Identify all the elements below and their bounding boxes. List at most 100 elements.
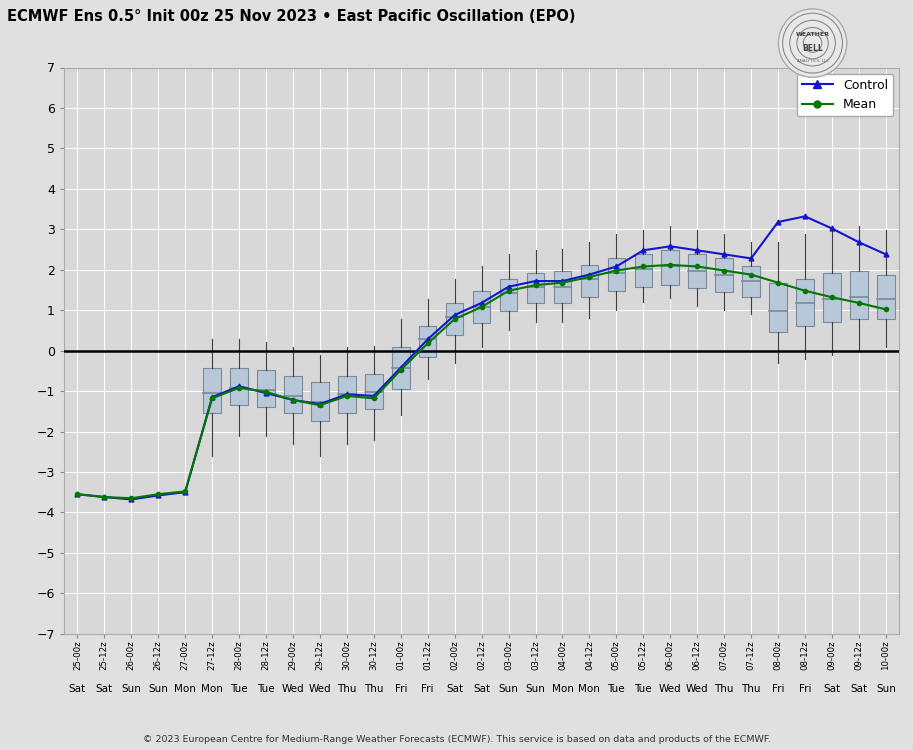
Text: Sat: Sat (850, 684, 867, 694)
Mean (826, 292, 837, 302)
Text: Wed: Wed (686, 684, 708, 694)
Mean (422, 339, 433, 348)
Text: Fri: Fri (799, 684, 812, 694)
Text: Wed: Wed (659, 684, 682, 694)
Bar (742, 266, 760, 297)
Control (72, 490, 83, 499)
Legend: Control, Mean: Control, Mean (797, 74, 893, 116)
Bar (850, 271, 867, 319)
Control (288, 395, 299, 404)
Text: 27-12z: 27-12z (207, 640, 216, 670)
Mean (152, 490, 163, 499)
Text: 29-12z: 29-12z (315, 640, 324, 670)
Bar (553, 271, 572, 303)
Text: Sat: Sat (824, 684, 841, 694)
Control (99, 493, 110, 502)
Bar (365, 374, 383, 410)
Bar (716, 259, 733, 292)
Text: Sun: Sun (876, 684, 896, 694)
Bar (581, 265, 598, 297)
Text: Fri: Fri (394, 684, 407, 694)
Text: Sat: Sat (96, 684, 113, 694)
Control (854, 238, 865, 247)
Text: Mon: Mon (201, 684, 223, 694)
Text: 29-00z: 29-00z (289, 640, 298, 670)
Bar (688, 254, 706, 288)
Control (880, 250, 891, 259)
Mean (180, 487, 191, 496)
Text: Tue: Tue (635, 684, 652, 694)
Text: Thu: Thu (714, 684, 734, 694)
Line: Mean: Mean (75, 262, 888, 500)
Text: Thu: Thu (741, 684, 761, 694)
Text: Fri: Fri (771, 684, 784, 694)
Text: Sun: Sun (498, 684, 519, 694)
Bar (770, 283, 787, 332)
Mean (234, 383, 245, 392)
Mean (314, 400, 325, 410)
Control (152, 491, 163, 500)
Text: 01-00z: 01-00z (396, 640, 405, 670)
Bar (635, 254, 652, 286)
Text: 28-00z: 28-00z (235, 640, 244, 670)
Text: Tue: Tue (230, 684, 248, 694)
Bar (204, 368, 221, 413)
Text: 05-00z: 05-00z (612, 640, 621, 670)
Text: 25-00z: 25-00z (73, 640, 82, 670)
Text: BELL: BELL (803, 44, 823, 53)
Mean (772, 278, 783, 287)
Bar (877, 274, 895, 319)
Control (746, 254, 757, 263)
Control (314, 400, 325, 409)
Control (692, 246, 703, 255)
Text: Tue: Tue (257, 684, 275, 694)
Text: 10-00z: 10-00z (881, 640, 890, 670)
Mean (530, 280, 541, 290)
Text: Mon: Mon (174, 684, 196, 694)
Mean (260, 388, 271, 397)
Bar (392, 347, 410, 389)
Mean (854, 298, 865, 307)
Text: 08-12z: 08-12z (801, 640, 810, 670)
Text: 07-12z: 07-12z (747, 640, 756, 670)
Text: Wed: Wed (309, 684, 331, 694)
Control (449, 310, 460, 320)
Mean (449, 314, 460, 323)
Bar (338, 376, 356, 413)
Control (395, 363, 406, 372)
Bar (499, 279, 518, 311)
Control (638, 246, 649, 255)
Text: ANALYTICS, LLC: ANALYTICS, LLC (796, 59, 829, 63)
Control (719, 250, 729, 259)
Mean (638, 262, 649, 271)
Mean (341, 392, 352, 400)
Text: Sat: Sat (446, 684, 463, 694)
Bar (284, 376, 301, 413)
Text: 30-00z: 30-00z (342, 640, 352, 670)
Mean (665, 260, 676, 269)
Bar (796, 279, 813, 326)
Text: 27-00z: 27-00z (181, 640, 190, 670)
Text: ECMWF Ens 0.5° Init 00z 25 Nov 2023 • East Pacific Oscillation (EPO): ECMWF Ens 0.5° Init 00z 25 Nov 2023 • Ea… (7, 9, 576, 24)
Bar (446, 303, 464, 335)
Mean (611, 266, 622, 275)
Control (260, 388, 271, 398)
Control (826, 224, 837, 233)
Mean (800, 286, 811, 296)
Text: Tue: Tue (607, 684, 625, 694)
Bar (662, 251, 679, 285)
Control (772, 217, 783, 226)
Mean (503, 286, 514, 296)
Text: 01-12z: 01-12z (424, 640, 432, 670)
Text: Sun: Sun (148, 684, 168, 694)
Line: Control: Control (75, 214, 888, 502)
Text: 03-00z: 03-00z (504, 640, 513, 670)
Mean (368, 394, 379, 403)
Text: Mon: Mon (579, 684, 601, 694)
Mean (746, 270, 757, 279)
Mean (719, 266, 729, 275)
Control (180, 488, 191, 496)
Text: 02-12z: 02-12z (477, 640, 486, 670)
Control (341, 390, 352, 399)
Control (477, 298, 488, 307)
